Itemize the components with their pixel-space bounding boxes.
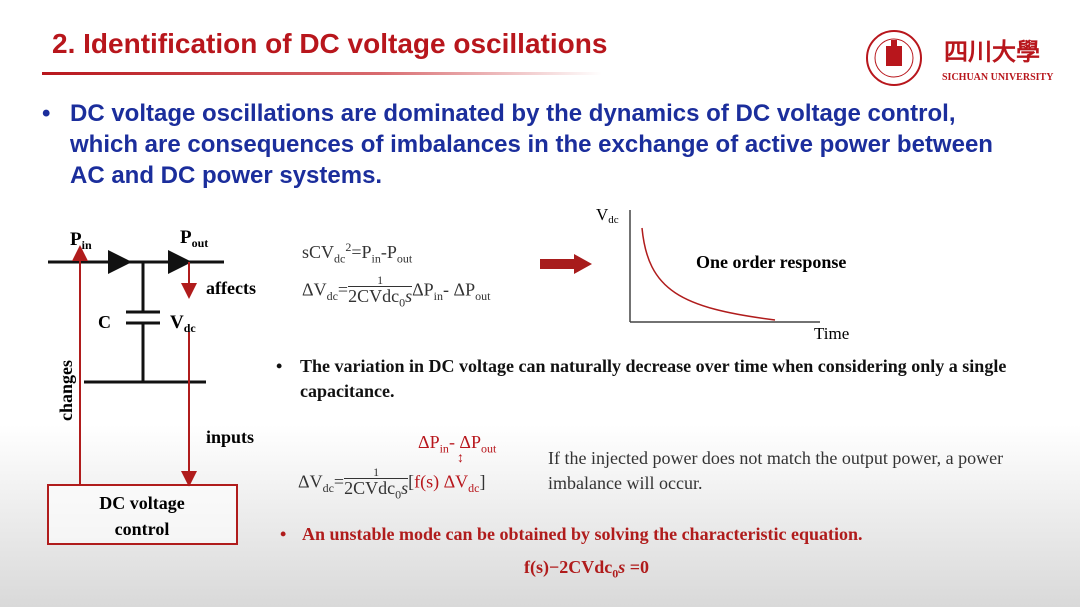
equation-capacitor: sCVdc2=Pin-Pout bbox=[302, 240, 413, 266]
label-capacitor: C bbox=[98, 312, 111, 332]
equation-power-imbalance: ΔPin- ΔPout bbox=[418, 432, 497, 456]
unstable-bullet: • An unstable mode can be obtained by so… bbox=[280, 522, 1040, 547]
first-order-response-graph: Vdc Time One order response bbox=[596, 205, 849, 343]
main-bullet: • DC voltage oscillations are dominated … bbox=[42, 98, 1002, 191]
dc-circuit-diagram: Pin Pout affects C Vdc changes inputs DC… bbox=[47, 227, 256, 545]
graph-x-label: Time bbox=[814, 324, 849, 343]
equation-feedback: ΔVdc= 1 2CVdc0s [f(s) ΔVdc] bbox=[298, 465, 486, 502]
logo-english: SICHUAN UNIVERSITY bbox=[942, 72, 1054, 83]
university-logo: 四川大學 SICHUAN UNIVERSITY bbox=[864, 28, 1064, 93]
graph-caption: One order response bbox=[696, 252, 846, 272]
unstable-bullet-text: An unstable mode can be obtained by solv… bbox=[302, 524, 863, 544]
university-seal-icon: 四川大學 SICHUAN UNIVERSITY bbox=[866, 30, 1054, 86]
box-line-1: DC voltage bbox=[99, 493, 184, 513]
decay-curve bbox=[641, 227, 776, 321]
dc-voltage-control-box bbox=[47, 484, 238, 545]
label-pout: Pout bbox=[180, 227, 208, 250]
equation-delta-vdc: ΔVdc= 1 2CVdc0s ΔPin- ΔPout bbox=[302, 273, 491, 310]
title-underline bbox=[42, 72, 602, 75]
label-affects: affects bbox=[206, 278, 256, 298]
label-vdc: Vdc bbox=[170, 312, 196, 335]
imbalance-note: If the injected power does not match the… bbox=[548, 448, 1004, 493]
fraction: 1 2CVdc0s bbox=[348, 273, 413, 310]
label-inputs: inputs bbox=[206, 427, 254, 447]
label-pin: Pin bbox=[70, 229, 92, 252]
variation-bullet: • The variation in DC voltage can natura… bbox=[276, 354, 1036, 404]
label-changes: changes bbox=[56, 360, 76, 421]
variation-bullet-text: The variation in DC voltage can naturall… bbox=[300, 356, 1007, 401]
slide-title: 2. Identification of DC voltage oscillat… bbox=[52, 28, 608, 59]
bullet-dot: • bbox=[42, 100, 51, 127]
logo-chinese: 四川大學 bbox=[944, 39, 1040, 66]
characteristic-equation: f(s)−2CVdc0s =0 bbox=[524, 557, 650, 581]
box-line-2: control bbox=[115, 519, 170, 539]
main-bullet-text: DC voltage oscillations are dominated by… bbox=[70, 100, 993, 189]
fraction: 1 2CVdc0s bbox=[344, 465, 409, 502]
right-arrow-icon bbox=[540, 254, 592, 274]
double-arrow-icon: ↕ bbox=[457, 451, 464, 466]
graph-y-label: Vdc bbox=[596, 205, 619, 226]
